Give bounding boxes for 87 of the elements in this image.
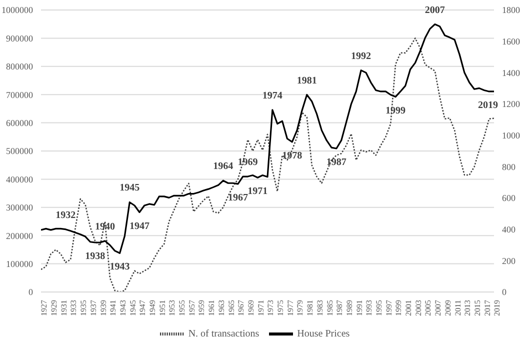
annotation: 1947: [129, 220, 150, 232]
annotation: 1938: [85, 250, 106, 262]
x-tick-label: 1989: [344, 300, 354, 316]
y2-tick-label: 1200: [502, 99, 520, 110]
x-tick-label: 1977: [286, 300, 295, 316]
x-tick-label: 1981: [306, 300, 315, 316]
x-tick-label: 1939: [98, 300, 108, 316]
x-tick-label: 2017: [482, 300, 492, 316]
y-tick-label: 500000: [6, 146, 34, 156]
y-tick-label: 600000: [6, 118, 34, 128]
y-tick-label: 200000: [6, 230, 34, 241]
annotation: 1981: [296, 75, 317, 86]
x-tick-label: 2019: [492, 300, 502, 316]
annotation: 1945: [120, 182, 140, 194]
annotation: 1974: [262, 90, 282, 102]
x-tick-label: 1991: [354, 300, 364, 316]
y2-tick-label: 1000: [502, 130, 520, 141]
x-tick-label: 1997: [384, 300, 394, 316]
y-tick-label: 100000: [6, 258, 34, 269]
annotation: 1992: [351, 50, 372, 62]
x-tick-label: 2001: [404, 300, 414, 316]
x-tick-label: 2007: [434, 300, 443, 316]
x-tick-label: 2003: [414, 300, 423, 316]
x-tick-label: 1957: [187, 300, 196, 316]
legend-label: N. of transactions: [188, 328, 260, 338]
x-tick-label: 1935: [79, 300, 88, 316]
x-tick-label: 1995: [374, 300, 384, 316]
annotation: 2007: [424, 4, 445, 16]
x-tick-label: 2011: [453, 300, 462, 316]
y-tick-label: 700000: [6, 90, 34, 100]
y-tick-label: 0: [28, 287, 34, 298]
annotation: 1999: [386, 105, 406, 116]
x-tick-label: 1993: [364, 300, 374, 316]
y2-tick-label: 1800: [502, 5, 520, 16]
y2-tick-label: 1600: [502, 36, 520, 47]
x-tick-label: 1973: [266, 300, 276, 316]
y-tick-label: 400000: [6, 174, 34, 184]
legend-label: House Prices: [297, 328, 350, 338]
y2-tick-label: 1400: [502, 68, 520, 78]
x-tick-label: 1969: [246, 300, 256, 316]
x-tick-label: 2005: [424, 300, 433, 316]
x-tick-label: 1937: [88, 300, 98, 316]
x-tick-label: 1999: [394, 300, 404, 316]
y-tick-label: 300000: [6, 202, 34, 213]
x-tick-label: 1941: [108, 300, 118, 316]
x-tick-label: 1961: [207, 300, 216, 316]
annotation: 1971: [248, 186, 268, 198]
x-tick-label: 1949: [148, 300, 158, 316]
y2-tick-label: 800: [502, 162, 516, 172]
x-tick-label: 1927: [40, 300, 49, 316]
x-tick-label: 2013: [463, 300, 472, 316]
x-tick-label: 1967: [236, 300, 246, 316]
y-tick-label: 800000: [6, 62, 34, 72]
annotation: 1940: [95, 221, 116, 232]
x-tick-label: 1955: [178, 300, 187, 316]
x-tick-label: 1983: [315, 300, 324, 316]
x-tick-label: 1979: [296, 300, 305, 316]
x-tick-label: 2009: [443, 300, 452, 316]
annotation: 1943: [110, 262, 130, 273]
annotation: 1964: [213, 161, 234, 172]
x-tick-label: 1971: [256, 300, 266, 316]
y-tick-label: 1000000: [2, 5, 34, 16]
x-tick-label: 1959: [197, 300, 206, 316]
y2-tick-label: 600: [502, 193, 516, 204]
x-tick-label: 2015: [472, 300, 482, 316]
annotation: 2019: [478, 100, 498, 111]
x-tick-label: 1931: [59, 300, 68, 316]
x-tick-label: 1943: [118, 300, 128, 316]
x-tick-label: 1987: [335, 300, 344, 316]
y2-tick-label: 0: [502, 287, 507, 298]
y-tick-label: 900000: [6, 33, 34, 44]
y2-tick-label: 200: [502, 256, 516, 266]
x-tick-label: 1965: [226, 300, 236, 316]
x-tick-label: 1963: [216, 300, 226, 316]
x-tick-label: 1975: [276, 300, 286, 316]
annotation: 1967: [228, 192, 248, 204]
y2-tick-label: 400: [502, 224, 516, 235]
annotation: 1987: [326, 156, 346, 168]
x-tick-label: 1933: [69, 300, 78, 316]
x-tick-label: 1945: [128, 300, 138, 316]
annotation: 1969: [238, 157, 258, 168]
x-tick-label: 1985: [325, 300, 334, 316]
annotation: 1932: [56, 210, 76, 221]
x-tick-label: 1951: [158, 300, 167, 316]
x-tick-label: 1929: [50, 300, 59, 316]
x-tick-label: 1953: [168, 300, 177, 316]
x-tick-label: 1947: [138, 300, 148, 316]
